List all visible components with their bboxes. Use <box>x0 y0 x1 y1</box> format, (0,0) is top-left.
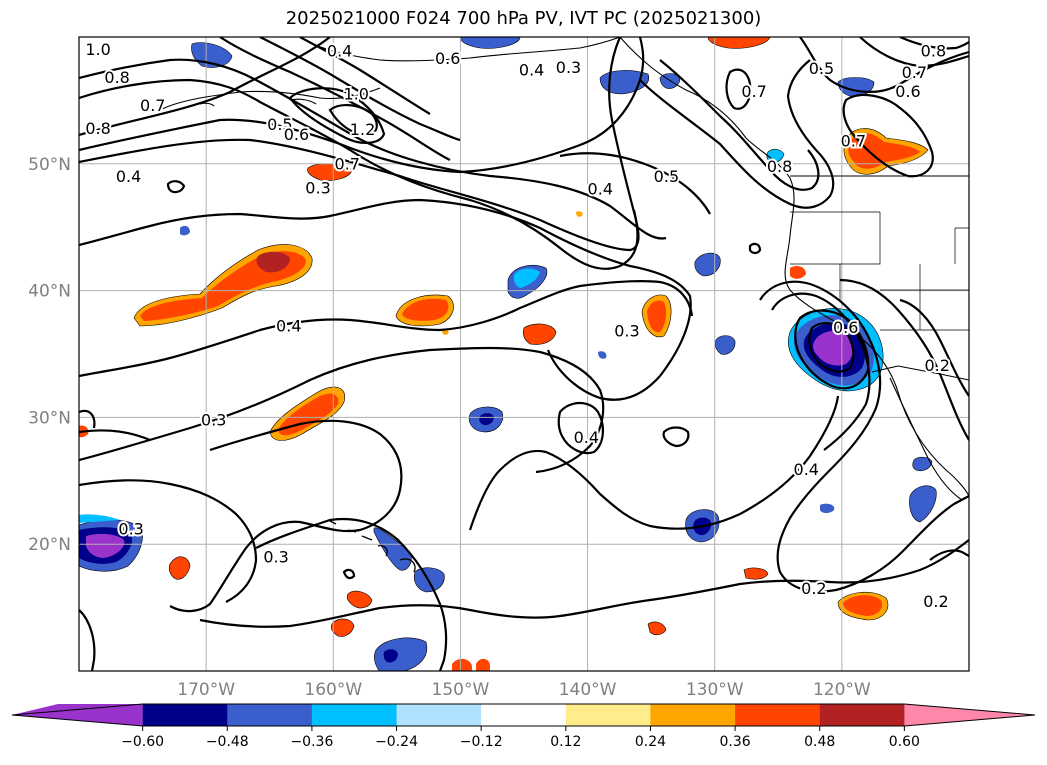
state-borders <box>790 211 969 331</box>
contour-label: 1.0 <box>343 85 368 104</box>
colorbar-segment <box>12 704 143 726</box>
contour-label: 0.7 <box>335 154 360 173</box>
contour-label: 0.6 <box>833 318 858 337</box>
contour-label: 0.2 <box>801 579 826 598</box>
shade-negative-small-cells <box>180 37 937 671</box>
contour-label: 0.2 <box>923 592 948 611</box>
shade-positive-central-pacific <box>133 244 313 327</box>
colorbar-tick-label: −0.24 <box>375 734 418 750</box>
contour-label: 0.6 <box>435 49 460 68</box>
coastline-baja <box>889 377 963 501</box>
colorbar-segment <box>565 704 651 726</box>
lon-tick-label: 170°W <box>177 680 235 700</box>
contour-labels: 1.00.80.70.8 0.50.60.70.31.01.20.40.40.60… <box>83 38 952 613</box>
contour-label: 0.3 <box>201 410 226 429</box>
contour-label: 1.0 <box>85 40 110 59</box>
contour-label: 0.5 <box>267 115 292 134</box>
longitude-tick-labels: 170°W 160°W 150°W 140°W 130°W 120°W <box>177 680 871 700</box>
colorbar-tick-label: −0.12 <box>460 734 503 750</box>
contour-label: 0.4 <box>794 460 819 479</box>
lat-tick-label: 50°N <box>28 155 71 175</box>
contour-label: 0.6 <box>284 125 309 144</box>
lon-tick-label: 130°W <box>686 680 744 700</box>
colorbar: −0.60 −0.48 −0.36 −0.24 −0.12 0.12 0.24 0.36 0.4… <box>11 703 1036 750</box>
colorbar-tick-label: −0.36 <box>290 734 333 750</box>
contour-label: 0.8 <box>104 68 129 87</box>
colorbar-segment <box>819 704 905 726</box>
alaska-coast <box>299 37 621 62</box>
pv-contours <box>79 37 969 671</box>
map-frame <box>78 36 970 672</box>
contour-label: 0.8 <box>767 157 792 176</box>
contour-label: 0.6 <box>895 82 920 101</box>
map-title: 2025021000 F024 700 hPa PV, IVT PC (2025… <box>285 8 762 29</box>
contour-label: 1.2 <box>350 120 375 139</box>
contour-label: 0.7 <box>741 82 766 101</box>
contour-label: 0.3 <box>263 547 288 566</box>
colorbar-tick-label: −0.48 <box>206 734 249 750</box>
shade-negative-north-pacific <box>79 514 143 572</box>
contour-label: 0.7 <box>841 131 866 150</box>
colorbar-tick-label: 0.48 <box>804 734 835 750</box>
colorbar-tick-label: 0.12 <box>550 734 581 750</box>
contour-label: 0.4 <box>276 317 301 336</box>
lat-tick-label: 30°N <box>28 408 71 428</box>
colorbar-segment <box>396 704 482 726</box>
colorbar-segment <box>227 704 313 726</box>
colorbar-tick-label: 0.36 <box>720 734 751 750</box>
contour-label: 0.3 <box>614 322 639 341</box>
colorbar-segment <box>735 704 821 726</box>
lon-tick-label: 150°W <box>432 680 490 700</box>
colorbar-segment <box>311 704 398 726</box>
colorbar-segment <box>650 704 736 726</box>
lon-tick-label: 140°W <box>559 680 617 700</box>
contour-label: 0.7 <box>902 63 927 82</box>
contour-label: 0.2 <box>924 356 949 375</box>
lat-tick-label: 20°N <box>28 535 71 555</box>
contour-label: 0.3 <box>118 519 143 538</box>
colorbar-tick-label: 0.24 <box>635 734 666 750</box>
contour-label: 0.4 <box>519 60 544 79</box>
contour-label: 0.8 <box>921 41 946 60</box>
colorbar-extend-max <box>904 704 1035 726</box>
map-plot-area: 1.00.80.70.8 0.50.60.70.31.01.20.40.40.60… <box>79 37 969 671</box>
contour-label: 0.7 <box>140 96 165 115</box>
lon-tick-label: 160°W <box>304 680 362 700</box>
ivt-pc-shading <box>79 37 937 671</box>
contour-label: 0.5 <box>654 167 679 186</box>
contour-label: 0.3 <box>305 178 330 197</box>
colorbar-segment <box>481 704 567 726</box>
contour-label: 0.3 <box>556 58 581 77</box>
border-us-mexico <box>871 365 969 381</box>
lat-lon-gridlines <box>79 37 969 671</box>
colorbar-tick-label: −0.60 <box>121 734 164 750</box>
colorbar-segment <box>142 704 228 726</box>
lat-tick-label: 40°N <box>28 282 71 302</box>
lon-tick-label: 120°W <box>813 680 871 700</box>
contour-label: 0.4 <box>588 180 613 199</box>
contour-label: 0.4 <box>116 167 141 186</box>
contour-label: 0.4 <box>327 41 352 60</box>
latitude-tick-labels: 20°N 30°N 40°N 50°N <box>28 155 71 555</box>
contour-label: 0.5 <box>809 59 834 78</box>
contour-label: 0.8 <box>85 119 110 138</box>
colorbar-tick-label: 0.60 <box>889 734 920 750</box>
contour-label: 0.4 <box>574 428 599 447</box>
